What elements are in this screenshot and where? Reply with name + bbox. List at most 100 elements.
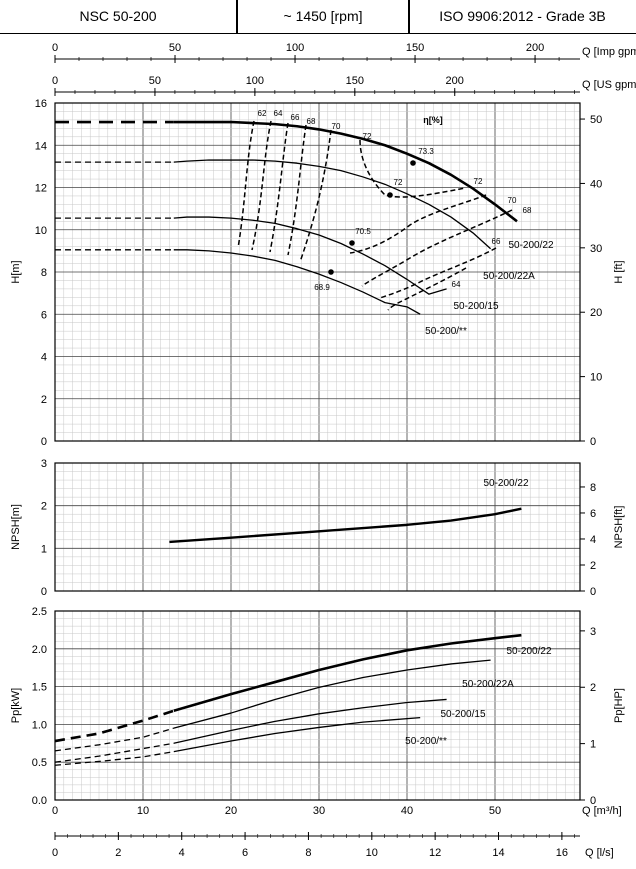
head-ylabel: H[m] (10, 260, 22, 283)
power-curve-startup-3 (54, 750, 174, 766)
power-ytick-label: 2.0 (32, 644, 47, 656)
power-curve-2 (173, 698, 447, 744)
head-y2tick-label: 30 (590, 243, 602, 255)
efficiency-isoline (349, 194, 487, 254)
head-ytick-label: 14 (35, 140, 47, 152)
efficiency-label: 73.3 (418, 147, 434, 156)
npsh-plot-frame (54, 462, 581, 592)
ls-tick-label: 6 (242, 847, 248, 859)
power-ytick-label: 1.0 (32, 719, 47, 731)
head-ytick-label: 0 (41, 436, 47, 448)
ls-tick-label: 12 (429, 847, 441, 859)
efficiency-isoline (387, 267, 467, 311)
power-curve-0 (173, 633, 522, 713)
ls-tick-label: 0 (52, 847, 58, 859)
head-ytick-label: 4 (41, 352, 47, 364)
m3h-tick-label: 30 (313, 805, 325, 817)
power-curve-3 (173, 716, 421, 753)
power-plot-frame (54, 610, 581, 801)
us-gpm-axis-tick-label: 0 (52, 75, 58, 87)
efficiency-label: 72 (474, 177, 483, 186)
power-y2tick-label: 2 (590, 682, 596, 694)
efficiency-label: 70 (332, 122, 341, 131)
npsh-ytick-label: 2 (41, 501, 47, 513)
power-y2tick-label: 1 (590, 739, 596, 751)
efficiency-label: 70.5 (355, 227, 371, 236)
m3h-tick-label: 40 (401, 805, 413, 817)
us-gpm-axis-tick-label: 100 (246, 75, 264, 87)
head-ytick-label: 2 (41, 394, 47, 406)
power-ytick-label: 2.5 (32, 606, 47, 618)
head-ytick-label: 8 (41, 267, 47, 279)
head-curve-label: 50-200/15 (453, 301, 498, 312)
m3h-tick-label: 50 (489, 805, 501, 817)
ls-tick-label: 8 (305, 847, 311, 859)
efficiency-label: 64 (452, 280, 461, 289)
head-curve-2 (173, 216, 447, 295)
npsh-ytick-label: 0 (41, 586, 47, 598)
imp-gpm-axis-tick-label: 100 (286, 42, 304, 54)
imp-gpm-axis-tick-label: 150 (406, 42, 424, 54)
head-y2tick-label: 20 (590, 307, 602, 319)
ls-tick-label: 4 (179, 847, 185, 859)
power-curve-label: 50-200/** (405, 736, 447, 747)
m3h-axis-label: Q [m³/h] (582, 805, 622, 817)
efficiency-isoline (361, 209, 513, 287)
head-curve-0 (173, 120, 518, 223)
efficiency-label: 64 (274, 109, 283, 118)
head-ytick-label: 6 (41, 309, 47, 321)
power-y2tick-label: 3 (590, 626, 596, 638)
efficiency-label: 70 (508, 196, 517, 205)
power-curve-startup-0 (54, 709, 175, 743)
us-gpm-axis-tick-label: 50 (149, 75, 161, 87)
model-label: NSC 50-200 (79, 8, 157, 24)
best-efficiency-point (349, 240, 355, 246)
head-y2tick-label: 50 (590, 114, 602, 126)
imp-gpm-axis-tick-label: 50 (169, 42, 181, 54)
m3h-tick-label: 0 (52, 805, 58, 817)
head-y2tick-label: 10 (590, 372, 602, 384)
efficiency-axis-label: η[%] (423, 115, 443, 125)
power-ytick-label: 1.5 (32, 682, 47, 694)
speed-label: ~ 1450 [rpm] (283, 8, 363, 24)
power-curve-label: 50-200/22 (506, 646, 551, 657)
head-ytick-label: 12 (35, 183, 47, 195)
efficiency-label: 66 (492, 237, 501, 246)
efficiency-label: 62 (258, 109, 267, 118)
efficiency-label: 68 (307, 117, 316, 126)
npsh-y2label: NPSH[ft] (613, 506, 625, 549)
head-curve-3 (173, 249, 421, 315)
efficiency-isoline (379, 247, 497, 299)
imp-gpm-axis-label: Q [Imp gpm] (582, 46, 636, 58)
ls-tick-label: 16 (556, 847, 568, 859)
us-gpm-axis-tick-label: 200 (446, 75, 464, 87)
power-ytick-label: 0.5 (32, 757, 47, 769)
ls-tick-label: 2 (115, 847, 121, 859)
power-curve-label: 50-200/22A (462, 679, 514, 690)
efficiency-isoline (237, 120, 255, 249)
power-curve-startup-1 (54, 727, 174, 752)
npsh-y2tick-label: 2 (590, 560, 596, 572)
head-y2label: H [ft] (613, 260, 625, 283)
head-curve-label: 50-200/22A (483, 271, 535, 282)
npsh-y2tick-label: 0 (590, 586, 596, 598)
head-curve-label: 50-200/** (425, 326, 467, 337)
npsh-ylabel: NPSH[m] (10, 504, 22, 550)
header-divider (408, 0, 410, 34)
ls-tick-label: 14 (492, 847, 504, 859)
power-ylabel: Pp[kW] (10, 688, 22, 723)
standard-label: ISO 9906:2012 - Grade 3B (439, 8, 606, 24)
npsh-y2tick-label: 8 (590, 482, 596, 494)
head-ytick-label: 16 (35, 98, 47, 110)
npsh-curve-label: 50-200/22 (483, 478, 528, 489)
npsh-curve-0 (169, 507, 522, 544)
efficiency-label: 66 (291, 113, 300, 122)
power-curve-label: 50-200/15 (440, 709, 485, 720)
m3h-tick-label: 10 (137, 805, 149, 817)
m3h-tick-label: 20 (225, 805, 237, 817)
efficiency-label: 68.9 (314, 283, 330, 292)
npsh-ytick-label: 1 (41, 543, 47, 555)
npsh-ytick-label: 3 (41, 458, 47, 470)
efficiency-isoline (359, 139, 466, 198)
